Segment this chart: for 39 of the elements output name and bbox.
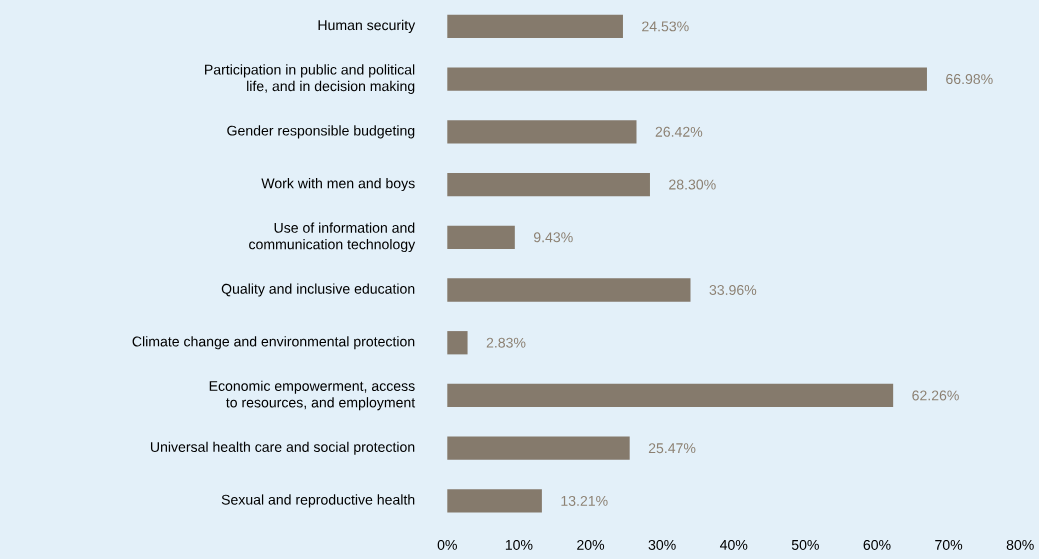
bar (447, 67, 927, 91)
y-tick-label: Universal health care and social protection (150, 441, 415, 455)
data-label: 62.26% (912, 390, 959, 401)
x-tick-label: 0% (437, 539, 457, 550)
x-tick-label: 20% (577, 539, 605, 550)
bar (447, 436, 630, 460)
bar (447, 383, 894, 407)
bar (447, 14, 623, 38)
bar (447, 330, 468, 355)
bar (447, 489, 542, 513)
y-tick-label: Gender responsible budgeting (227, 125, 415, 139)
data-label: 13.21% (561, 495, 608, 506)
bar (447, 120, 637, 144)
x-tick-label: 70% (935, 539, 963, 550)
y-tick-label: Climate change and environmental protection (132, 336, 415, 350)
y-tick-label: Human security (318, 19, 416, 33)
y-tick-label: Quality and inclusive education (221, 283, 415, 297)
x-tick-label: 80% (1006, 539, 1034, 550)
data-label: 33.96% (709, 284, 757, 295)
x-tick-label: 40% (719, 539, 748, 550)
x-tick-label: 30% (648, 539, 676, 550)
bar (447, 225, 515, 249)
y-tick-label: Sexual and reproductive health (221, 494, 415, 508)
data-label: 28.30% (669, 179, 716, 190)
y-tick-label: Use of information and communication technology (249, 222, 416, 252)
data-label: 9.43% (533, 232, 573, 243)
data-label: 66.98% (946, 73, 993, 84)
data-label: 25.47% (648, 443, 696, 454)
bar (447, 278, 691, 302)
y-tick-label: Work with men and boys (261, 177, 415, 191)
bar (447, 172, 650, 197)
y-tick-label: Economic empowerment, access to resources, and employment (209, 380, 416, 411)
x-tick-label: 50% (791, 539, 819, 550)
x-tick-label: 60% (863, 539, 891, 550)
data-label: 24.53% (642, 21, 689, 32)
data-label: 26.42% (655, 126, 703, 137)
data-label: 2.83% (486, 337, 526, 348)
y-tick-label: Participation in public and political life, and in decision making (205, 64, 415, 94)
x-tick-label: 10% (505, 539, 533, 550)
